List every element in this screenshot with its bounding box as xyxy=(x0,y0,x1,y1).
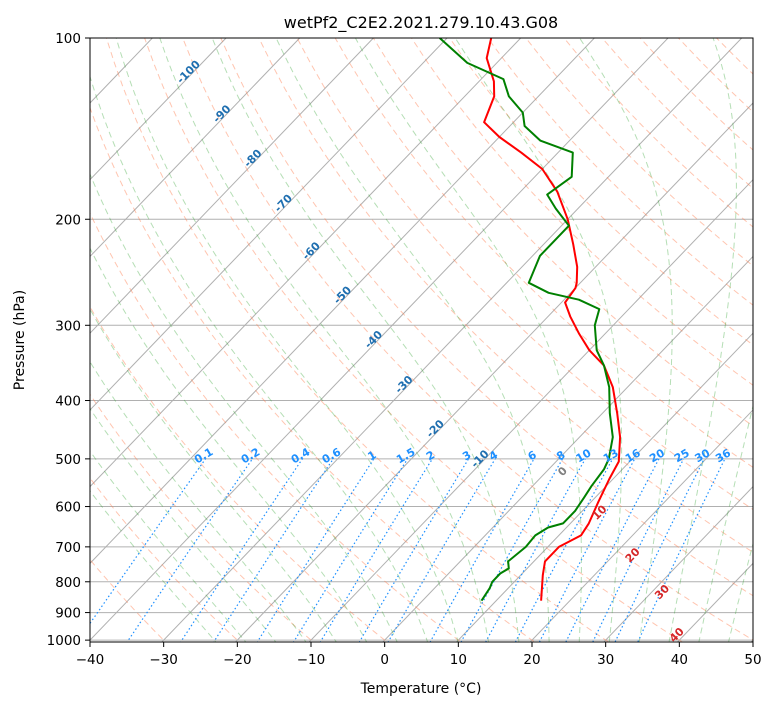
x-tick-label: 10 xyxy=(450,652,467,668)
y-tick-label: 100 xyxy=(55,31,81,47)
moist-adiabat-line xyxy=(90,489,217,642)
moist-adiabat-line xyxy=(354,38,582,642)
chart-title: wetPf2_C2E2.2021.279.10.43.G08 xyxy=(284,13,558,33)
isotherm-line xyxy=(382,255,753,642)
isotherm-line xyxy=(90,38,301,258)
plot-area: -100-90-80-70-60-50-40-30-20-100.1 0.2 0.4… xyxy=(90,38,753,642)
moist-adiabat-line xyxy=(579,38,673,642)
moist-adiabat-line xyxy=(115,38,459,642)
y-tick-label: 900 xyxy=(55,606,81,622)
y-tick-label: 300 xyxy=(55,318,81,334)
dry-adiabat-line xyxy=(90,106,536,642)
isotherm-line xyxy=(529,409,753,642)
x-tick-label: −10 xyxy=(297,652,326,668)
mixing-ratio-line xyxy=(565,458,660,642)
dry-adiabat-line xyxy=(144,38,684,642)
isotherm-line xyxy=(234,102,753,642)
moist-adiabat-line xyxy=(728,541,753,642)
isotherm-line xyxy=(308,178,753,642)
dry-adiabat-line xyxy=(90,393,314,642)
axis-ticks: −40 −30 −20 −10 0 10 20 30 40 50 100 200 300 400 500 60… xyxy=(47,31,762,668)
mixing-ratio-line xyxy=(358,458,470,642)
moist-adiabat-line xyxy=(90,75,429,642)
x-tick-label: −20 xyxy=(223,652,252,668)
moist-adiabat-line xyxy=(668,38,737,642)
temperature-profile-line xyxy=(483,38,622,601)
y-tick-label: 1000 xyxy=(47,633,81,649)
dry-adiabat-line xyxy=(182,38,753,641)
mixing-ratio-line xyxy=(90,458,206,625)
y-tick-label: 200 xyxy=(55,212,81,228)
dry-adiabat-line xyxy=(411,38,753,386)
mixing-ratio-line xyxy=(387,458,496,642)
x-tick-label: 40 xyxy=(671,652,688,668)
x-tick-label: −40 xyxy=(76,652,105,668)
mixing-ratio-line xyxy=(256,458,375,642)
moist-adiabat-line xyxy=(454,38,623,642)
mixing-ratio-line xyxy=(429,458,535,642)
mixing-ratio-line xyxy=(319,458,433,642)
isotherm-line xyxy=(455,332,753,642)
dewpoint-profile-line xyxy=(439,38,614,602)
mixing-ratio-line xyxy=(592,458,685,642)
dry-adiabat-line xyxy=(90,477,241,642)
x-tick-label: 20 xyxy=(523,652,540,668)
isotherm-line xyxy=(90,38,374,334)
dry-adiabat-line xyxy=(449,38,753,346)
y-tick-label: 600 xyxy=(55,500,81,516)
mixing-ratio-line xyxy=(212,458,334,642)
x-tick-label: 30 xyxy=(597,652,614,668)
plot-frame xyxy=(89,37,754,643)
isotherm-line xyxy=(161,38,743,642)
moist-adiabat-line xyxy=(90,360,307,642)
x-tick-label: 0 xyxy=(380,652,389,668)
isotherm-line xyxy=(603,485,753,642)
mixing-ratio-line xyxy=(292,458,409,642)
dry-adiabat-line xyxy=(105,38,610,642)
y-tick-label: 700 xyxy=(55,540,81,556)
isotherm-line xyxy=(90,38,522,488)
moist-adiabat-line xyxy=(159,38,489,642)
y-tick-label: 400 xyxy=(55,394,81,410)
dry-adiabat-line xyxy=(487,38,753,306)
y-axis-label: Pressure (hPa) xyxy=(12,290,28,390)
dry-adiabat-line xyxy=(90,305,388,642)
mixing-ratio-line xyxy=(538,458,636,642)
isotherm-line xyxy=(90,38,448,411)
y-tick-label: 800 xyxy=(55,575,81,591)
isotherm-line xyxy=(90,38,595,565)
mixing-ratio-line xyxy=(179,458,303,642)
moist-adiabat-line xyxy=(90,450,247,642)
x-tick-label: −30 xyxy=(149,652,178,668)
dry-adiabat-line xyxy=(90,211,462,642)
moist-adiabat-line xyxy=(90,247,368,642)
isotherm-line xyxy=(90,38,669,641)
mixing-ratio-line xyxy=(514,458,614,642)
moist-adiabat-line xyxy=(275,38,550,642)
mixing-ratio-line xyxy=(126,458,253,642)
x-axis-label: Temperature (°C) xyxy=(360,681,482,697)
moist-adiabat-line xyxy=(698,403,753,642)
isotherm-line xyxy=(90,38,227,181)
moist-adiabat-line xyxy=(90,407,277,642)
moist-adiabat-line xyxy=(90,308,337,642)
moist-adiabat-line xyxy=(211,38,520,642)
y-tick-label: 500 xyxy=(55,452,81,468)
x-tick-label: 50 xyxy=(744,652,761,668)
